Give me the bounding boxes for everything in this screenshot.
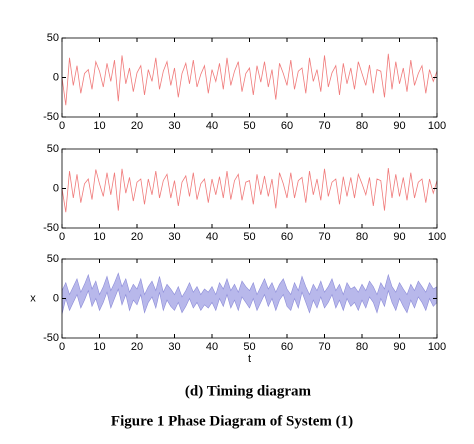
x-tick-label: 90 (393, 341, 405, 353)
x-tick-label: 30 (168, 341, 180, 353)
signal-line (61, 53, 438, 106)
y-tick-label: 50 (47, 32, 59, 44)
x-tick-label: 70 (318, 341, 330, 353)
x-tick-label: 80 (356, 120, 368, 132)
band-fill (62, 273, 437, 315)
x-tick-label: 10 (93, 341, 105, 353)
x-tick-label: 60 (281, 231, 293, 243)
x-tick-label: 60 (281, 120, 293, 132)
x-tick-label: 40 (206, 341, 218, 353)
x-tick-label: 80 (356, 231, 368, 243)
x-tick-label: 50 (243, 120, 255, 132)
x-tick-label: 10 (93, 120, 105, 132)
y-tick-label: 0 (53, 182, 59, 194)
x-tick-label: 10 (93, 231, 105, 243)
signal-line (61, 167, 438, 213)
y-axis-label: x (30, 292, 36, 304)
y-tick-label: -50 (43, 222, 59, 234)
x-tick-label: 100 (428, 120, 446, 132)
x-tick-label: 40 (206, 120, 218, 132)
x-tick-label: 20 (131, 231, 143, 243)
y-tick-label: -50 (43, 332, 59, 344)
y-tick-label: 50 (47, 143, 59, 155)
figure-caption: Figure 1 Phase Diagram of System (1) (111, 413, 353, 429)
x-tick-label: 80 (356, 341, 368, 353)
x-tick-label: 30 (168, 120, 180, 132)
x-tick-label: 50 (243, 341, 255, 353)
x-tick-label: 70 (318, 120, 330, 132)
y-tick-label: -50 (43, 111, 59, 123)
x-tick-label: 40 (206, 231, 218, 243)
x-tick-label: 60 (281, 341, 293, 353)
x-tick-label: 20 (131, 341, 143, 353)
x-tick-label: 0 (59, 231, 65, 243)
y-tick-label: 50 (47, 253, 59, 265)
x-tick-label: 90 (393, 120, 405, 132)
band-edge (61, 288, 438, 315)
axes-frame (61, 37, 438, 118)
x-tick-label: 0 (59, 120, 65, 132)
x-tick-label: 30 (168, 231, 180, 243)
x-tick-label: 70 (318, 231, 330, 243)
y-tick-label: 0 (53, 292, 59, 304)
x-tick-label: 20 (131, 120, 143, 132)
x-axis-label: t (248, 353, 251, 365)
x-tick-label: 50 (243, 231, 255, 243)
band-edge (61, 272, 438, 298)
subfigure-caption: (d) Timing diagram (185, 383, 312, 399)
x-tick-label: 90 (393, 231, 405, 243)
x-tick-label: 100 (428, 231, 446, 243)
y-tick-label: 0 (53, 71, 59, 83)
x-tick-label: 0 (59, 341, 65, 353)
x-tick-label: 100 (428, 341, 446, 353)
axes-frame (61, 148, 438, 229)
